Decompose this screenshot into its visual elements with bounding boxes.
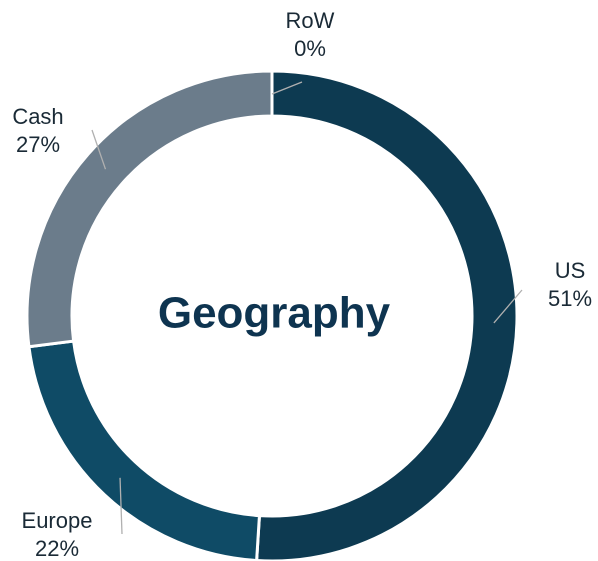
leader-line bbox=[493, 289, 523, 324]
slice-value-label: 0% bbox=[294, 36, 326, 61]
slice-value-label: 22% bbox=[35, 536, 79, 561]
slice-label: Cash bbox=[12, 104, 63, 129]
slice-label: Europe bbox=[22, 508, 93, 533]
slice-label: US bbox=[555, 258, 586, 283]
leader-line bbox=[119, 477, 123, 535]
slice-label: RoW bbox=[286, 8, 335, 33]
leader-line bbox=[91, 129, 107, 170]
chart-title: Geography bbox=[158, 289, 391, 338]
leader-line bbox=[271, 81, 303, 95]
slice-value-label: 51% bbox=[548, 286, 592, 311]
slice-value-label: 27% bbox=[16, 132, 60, 157]
